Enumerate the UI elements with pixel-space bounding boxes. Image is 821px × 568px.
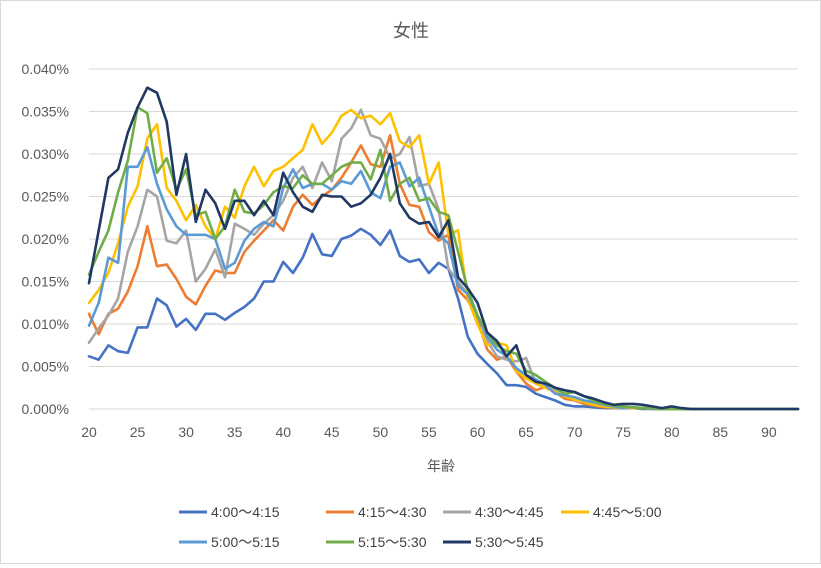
legend: 4:00〜4:15 4:15〜4:30 4:30〜4:45 4:45〜5:00 5:00…	[179, 504, 662, 550]
x-tick-label: 65	[518, 424, 534, 440]
x-tick-label: 40	[275, 424, 291, 440]
y-tick-label: 0.025%	[22, 189, 69, 205]
x-tick-label: 80	[664, 424, 680, 440]
y-tick-label: 0.040%	[22, 61, 69, 77]
x-tick-label: 50	[373, 424, 389, 440]
x-tick-label: 30	[178, 424, 194, 440]
x-tick-label: 60	[470, 424, 486, 440]
legend-label: 5:00〜5:15	[211, 534, 280, 550]
x-tick-label: 45	[324, 424, 340, 440]
y-tick-label: 0.030%	[22, 146, 69, 162]
y-tick-label: 0.015%	[22, 274, 69, 290]
legend-label: 4:45〜5:00	[593, 504, 662, 520]
y-tick-label: 0.020%	[22, 231, 69, 247]
series-line-4	[87, 108, 800, 411]
x-tick-label: 75	[615, 424, 631, 440]
x-tick-label: 20	[81, 424, 97, 440]
series-line-2	[87, 134, 800, 411]
legend-label: 5:15〜5:30	[358, 534, 427, 550]
legend-label: 4:30〜4:45	[475, 504, 544, 520]
x-tick-label: 90	[761, 424, 777, 440]
series-lines	[87, 86, 800, 411]
series-line-6	[87, 106, 800, 411]
x-axis-title: 年齢	[427, 458, 455, 474]
x-axis-ticks: 20 25 30 35 40 45 50 55 60 65 70 75 80 85 90	[81, 424, 777, 440]
legend-label: 5:30〜5:45	[475, 534, 544, 550]
legend-label: 4:15〜4:30	[358, 504, 427, 520]
x-tick-label: 85	[713, 424, 729, 440]
x-tick-label: 25	[130, 424, 146, 440]
series-line-1	[87, 227, 800, 411]
y-tick-label: 0.005%	[22, 359, 69, 375]
series-line-7	[87, 86, 800, 411]
x-tick-label: 55	[421, 424, 437, 440]
y-axis-ticks: 0.000% 0.005% 0.010% 0.015% 0.020% 0.025% 0.03…	[22, 61, 69, 417]
y-tick-label: 0.035%	[22, 104, 69, 120]
series-line-3	[87, 108, 800, 411]
y-tick-label: 0.010%	[22, 316, 69, 332]
x-tick-label: 70	[567, 424, 583, 440]
x-tick-label: 35	[227, 424, 243, 440]
y-tick-label: 0.000%	[22, 401, 69, 417]
chart-title: 女性	[393, 21, 429, 41]
legend-label: 4:00〜4:15	[211, 504, 280, 520]
